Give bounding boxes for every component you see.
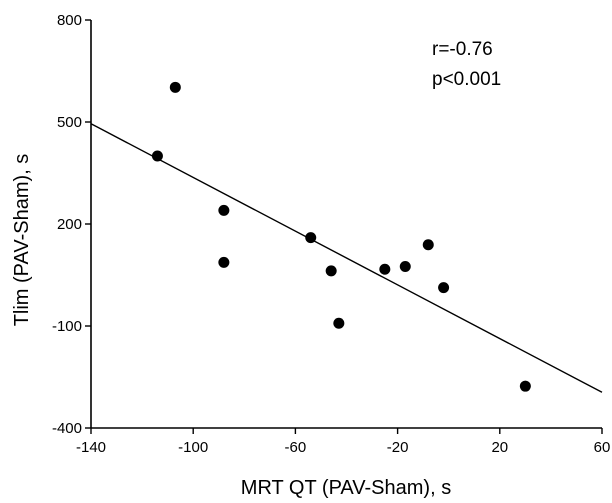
data-point bbox=[169, 81, 181, 93]
data-point bbox=[333, 317, 345, 329]
y-tick-label: 800 bbox=[57, 12, 82, 29]
data-point bbox=[151, 150, 163, 162]
x-tick-label: -140 bbox=[76, 439, 106, 456]
x-tick-label: -20 bbox=[387, 439, 409, 456]
x-tick-label: -100 bbox=[178, 439, 208, 456]
y-tick-label: -100 bbox=[52, 318, 82, 335]
data-point bbox=[379, 263, 391, 275]
data-point bbox=[519, 380, 531, 392]
data-point bbox=[305, 232, 317, 244]
data-point bbox=[422, 239, 434, 251]
x-tick-label: 20 bbox=[491, 439, 508, 456]
x-tick-label: -60 bbox=[285, 439, 307, 456]
data-point bbox=[218, 204, 230, 216]
correlation-annotation: r=-0.76 bbox=[432, 39, 493, 60]
data-point bbox=[399, 261, 411, 272]
x-tick-label: 60 bbox=[594, 439, 611, 456]
y-axis-title: Tlim (PAV-Sham), s bbox=[11, 154, 33, 327]
data-points bbox=[151, 81, 531, 392]
regression-line bbox=[90, 123, 603, 393]
data-point bbox=[438, 282, 450, 294]
regression-line-layer bbox=[90, 123, 603, 393]
x-axis-title: MRT QT (PAV-Sham), s bbox=[241, 477, 451, 499]
y-tick-label: 500 bbox=[57, 114, 82, 131]
data-point bbox=[218, 256, 230, 268]
y-tick-label: 200 bbox=[57, 216, 82, 233]
axis-ticks: -140 -100 -60 -20 20 60 -400 -100 200 500 800 bbox=[52, 12, 610, 456]
y-tick-label: -400 bbox=[52, 420, 82, 437]
p-value-annotation: p<0.001 bbox=[432, 69, 501, 90]
data-point bbox=[325, 265, 337, 277]
